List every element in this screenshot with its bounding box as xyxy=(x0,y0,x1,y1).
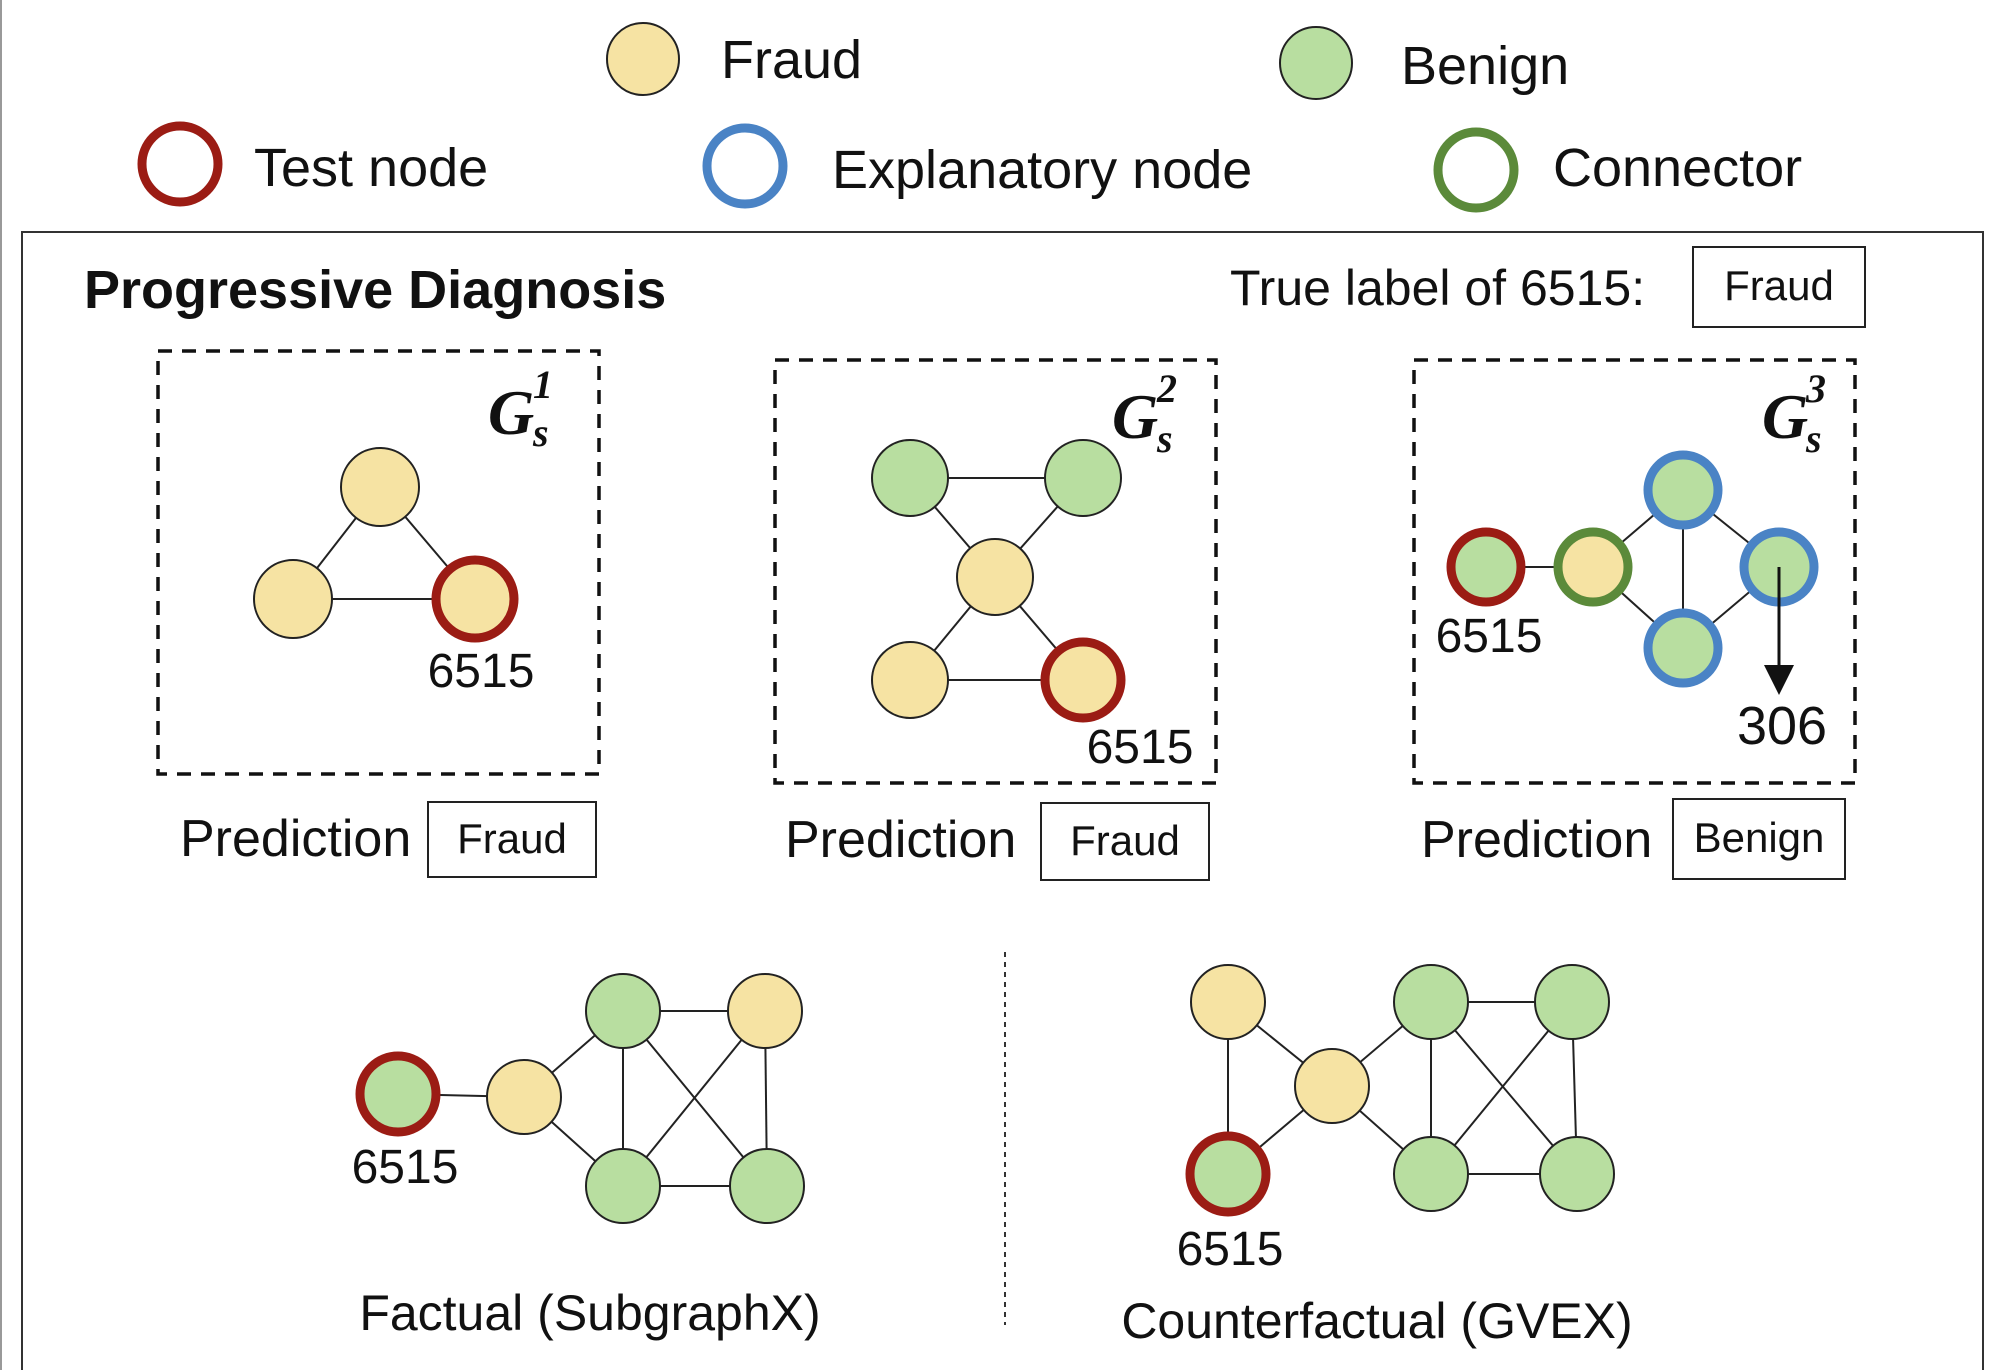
benign-node xyxy=(871,439,949,517)
test-node-6515 xyxy=(1446,527,1526,607)
subgraph-1-subscript: s xyxy=(532,410,549,455)
subgraph-2-subscript: s xyxy=(1156,416,1173,461)
node-label-6515: 6515 xyxy=(1436,610,1543,663)
prediction-value: Fraud xyxy=(457,815,567,862)
node-label-6515: 6515 xyxy=(1177,1223,1284,1276)
explanatory-node xyxy=(1643,450,1723,530)
node-label-306: 306 xyxy=(1737,696,1827,756)
benign-node xyxy=(1393,1136,1469,1212)
test-node-6515 xyxy=(355,1051,441,1137)
fraud-node xyxy=(340,447,420,527)
benign-node xyxy=(1539,1136,1615,1212)
prediction-label: Prediction xyxy=(785,811,1016,869)
prediction-label: Prediction xyxy=(180,810,411,868)
subgraph-3: G 3 s 6515 306 Prediction Benign xyxy=(1412,358,1857,880)
legend: Fraud Benign Test node Explanatory node … xyxy=(137,22,1802,213)
test-node-6515 xyxy=(431,555,519,643)
fraud-node xyxy=(1190,964,1266,1040)
subgraph-2-superscript: 2 xyxy=(1156,366,1177,411)
subgraph-2-frame xyxy=(773,358,1218,785)
benign-node xyxy=(729,1148,805,1224)
legend-connector-swatch xyxy=(1433,127,1519,213)
true-label-text: True label of 6515: xyxy=(1230,260,1645,316)
prediction-box xyxy=(1040,802,1210,881)
legend-test-node-label: Test node xyxy=(254,138,488,198)
benign-node xyxy=(585,973,661,1049)
factual-caption: Factual (SubgraphX) xyxy=(359,1285,820,1341)
fraud-node xyxy=(727,973,803,1049)
true-label-box xyxy=(1692,246,1866,328)
fraud-node xyxy=(871,641,949,719)
legend-connector-label: Connector xyxy=(1553,138,1802,198)
diagnosis-panel xyxy=(21,231,1984,1370)
subgraph-2-symbol: G xyxy=(1112,381,1158,452)
legend-explanatory-node-label: Explanatory node xyxy=(832,140,1252,200)
legend-benign-label: Benign xyxy=(1401,36,1569,96)
legend-fraud-label: Fraud xyxy=(721,30,862,90)
node-label-6515: 6515 xyxy=(1087,721,1194,774)
true-label-value: Fraud xyxy=(1724,262,1834,309)
factual-graph: 6515 Factual (SubgraphX) xyxy=(352,973,821,1341)
benign-node xyxy=(1534,964,1610,1040)
prediction-value: Fraud xyxy=(1070,817,1180,864)
legend-test-node-swatch xyxy=(137,121,223,207)
node-label-6515: 6515 xyxy=(428,645,535,698)
test-node-6515 xyxy=(1185,1131,1271,1217)
legend-fraud-swatch xyxy=(606,22,680,96)
subgraph-3-superscript: 3 xyxy=(1805,366,1826,411)
prediction-label: Prediction xyxy=(1421,811,1652,869)
fraud-node xyxy=(956,538,1034,616)
node-label-6515: 6515 xyxy=(352,1141,459,1194)
test-node-6515 xyxy=(1040,637,1126,723)
subgraph-1-frame xyxy=(156,349,601,776)
subgraph-1-superscript: 1 xyxy=(533,362,553,407)
prediction-box xyxy=(1672,798,1846,880)
legend-benign-swatch xyxy=(1279,26,1353,100)
subgraph-3-symbol: G xyxy=(1762,381,1808,452)
legend-explanatory-node-swatch xyxy=(702,123,788,209)
prediction-value: Benign xyxy=(1694,814,1825,861)
counterfactual-caption: Counterfactual (GVEX) xyxy=(1121,1293,1632,1349)
explanatory-node xyxy=(1643,608,1723,688)
subgraph-1-symbol: G xyxy=(488,377,534,448)
subgraph-2: G 2 s 6515 Prediction Fraud xyxy=(773,358,1218,881)
fraud-node xyxy=(486,1059,562,1135)
fraud-node xyxy=(1294,1048,1370,1124)
connector-node xyxy=(1553,527,1633,607)
panel-title: Progressive Diagnosis xyxy=(84,260,666,320)
benign-node xyxy=(585,1148,661,1224)
benign-node xyxy=(1044,439,1122,517)
counterfactual-graph: 6515 Counterfactual (GVEX) xyxy=(1121,964,1633,1349)
fraud-node xyxy=(253,559,333,639)
subgraph-3-frame xyxy=(1412,358,1857,785)
benign-node xyxy=(1393,964,1469,1040)
subgraph-1: G 1 s 6515 Prediction Fraud xyxy=(156,349,601,878)
subgraph-3-subscript: s xyxy=(1805,416,1822,461)
prediction-box xyxy=(427,801,597,878)
